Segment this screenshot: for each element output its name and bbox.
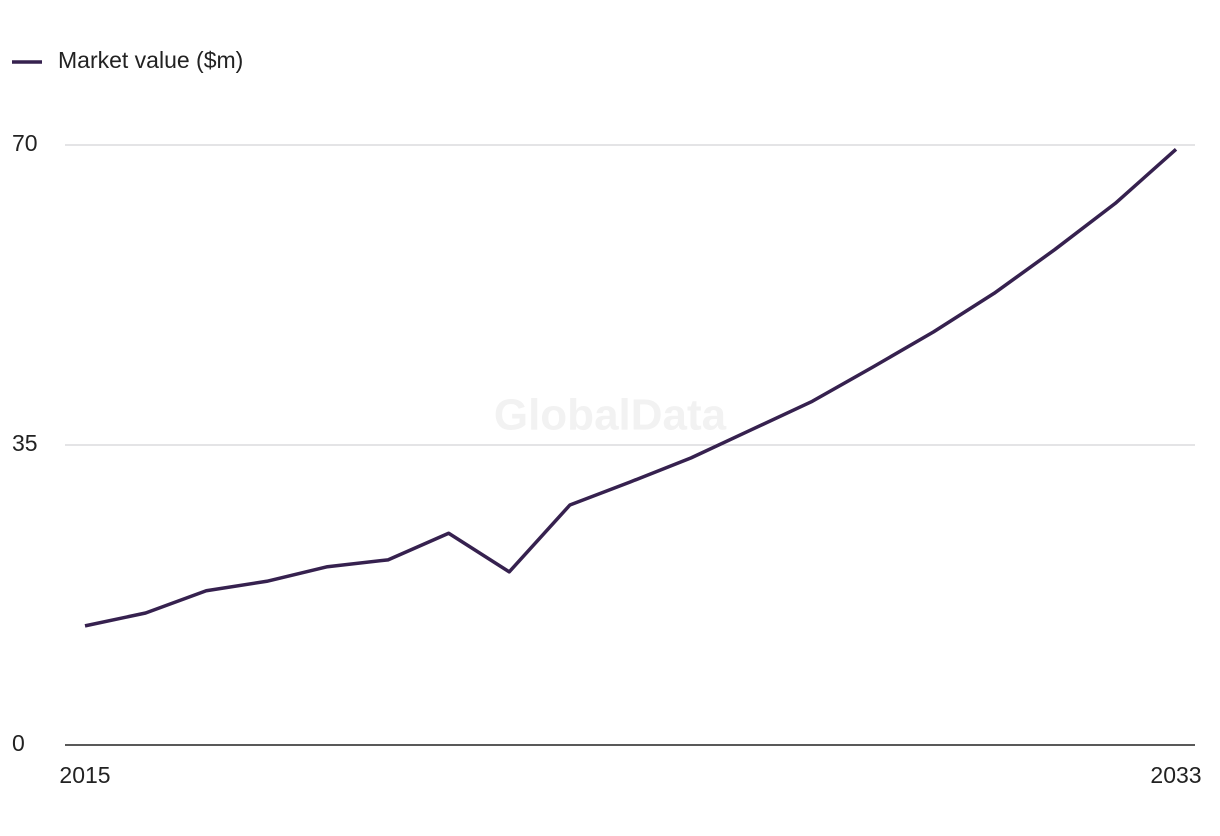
line: [84, 147, 1178, 628]
y-tick-label: 70: [12, 130, 38, 156]
y-tick-label: 35: [12, 430, 38, 456]
y-tick-label: 0: [12, 730, 25, 756]
watermark: GlobalData: [494, 391, 727, 440]
x-tick-label: 2015: [59, 762, 110, 788]
legend-label: Market value ($m): [58, 47, 243, 73]
x-tick-label: 2033: [1150, 762, 1201, 788]
